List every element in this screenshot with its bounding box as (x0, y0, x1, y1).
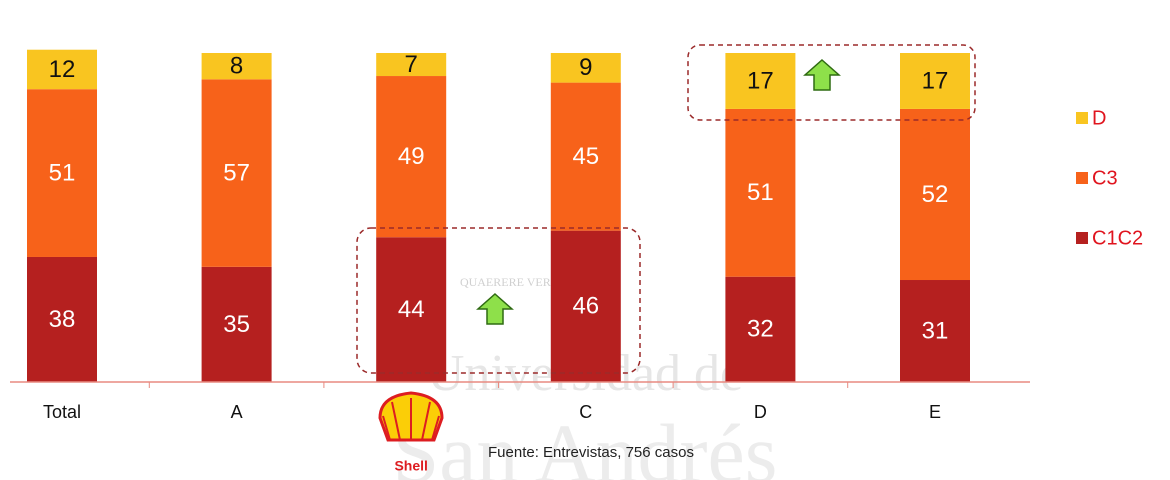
bar-segment (900, 108, 970, 281)
bar-segment (201, 266, 272, 382)
bar-segment (27, 49, 97, 90)
bar-segment (27, 89, 97, 257)
data-label: 17 (922, 67, 949, 94)
axis-ticks: Total A Shell C D E (43, 382, 941, 474)
legend-label: C1C2 (1092, 227, 1143, 249)
data-label: 12 (49, 56, 76, 83)
highlight-box (687, 44, 976, 121)
data-label: 45 (572, 143, 599, 170)
bar-segment (900, 280, 970, 382)
bar-segment (376, 76, 447, 238)
up-arrow (803, 58, 841, 91)
data-label: 38 (49, 306, 76, 333)
legend-swatch (1076, 112, 1088, 124)
bar-segment (725, 53, 796, 109)
x-tick-label: C (579, 402, 592, 422)
data-label: 35 (223, 311, 250, 338)
legend-label: C3 (1092, 167, 1118, 189)
watermark: San Andrés (393, 407, 778, 480)
bar-segment (376, 53, 447, 77)
bar-segment (725, 276, 796, 382)
bars: 38 51 12 35 57 8 44 49 7 46 45 9 32 51 17 31 52 17 (27, 49, 970, 382)
legend-swatch (1076, 232, 1088, 244)
bar-segment (376, 237, 447, 382)
data-label: 46 (572, 293, 599, 320)
data-label: 52 (922, 181, 949, 208)
data-label: 31 (922, 317, 949, 344)
bar-segment (900, 53, 970, 109)
data-label: 9 (579, 54, 592, 81)
bar-segment (550, 230, 621, 382)
legend: C1C2 C3 D (1076, 107, 1143, 249)
x-tick-label: Shell (394, 458, 427, 474)
bar-segment (550, 82, 621, 231)
data-label: 51 (49, 159, 76, 186)
legend-swatch (1076, 172, 1088, 184)
x-tick-label: E (929, 402, 941, 422)
bar-segment (201, 53, 272, 80)
bar-segment (550, 53, 621, 83)
bar-segment (27, 256, 97, 382)
highlight-box (356, 227, 641, 374)
bar-segment (725, 108, 796, 277)
data-label: 44 (398, 296, 425, 323)
x-tick-label: Total (43, 402, 81, 422)
data-label: 7 (405, 51, 418, 78)
legend-label: D (1092, 107, 1106, 129)
x-tick-label: A (231, 402, 243, 422)
bar-segment (201, 79, 272, 267)
data-label: 51 (747, 179, 774, 206)
data-label: 32 (747, 316, 774, 343)
shell-logo (378, 391, 444, 442)
data-label: 17 (747, 67, 774, 94)
data-label: 8 (230, 53, 243, 80)
watermark: QUAERERE VERUM (460, 275, 570, 289)
data-label: 57 (223, 159, 250, 186)
up-arrow (476, 292, 514, 325)
source-note: Fuente: Entrevistas, 756 casos (488, 444, 694, 461)
x-tick-label: D (754, 402, 767, 422)
data-label: 49 (398, 143, 425, 170)
